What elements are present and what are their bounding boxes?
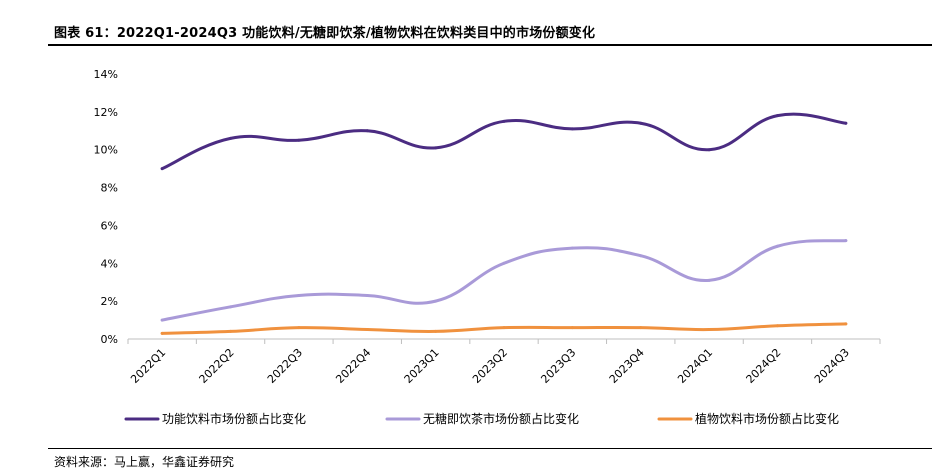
- data-point: [570, 326, 574, 330]
- y-axis-tick-label: 14%: [94, 68, 118, 81]
- x-axis-tick-label: 2022Q1: [128, 346, 168, 386]
- data-point: [160, 331, 164, 335]
- data-point: [297, 293, 301, 297]
- data-point: [229, 329, 233, 333]
- x-axis-tick-label: 2024Q3: [812, 346, 852, 386]
- title-divider: [48, 44, 932, 46]
- data-point: [434, 329, 438, 333]
- x-axis-tick-label: 2024Q2: [744, 346, 784, 386]
- y-axis-tick-label: 0%: [101, 333, 118, 346]
- y-axis-tick-label: 8%: [101, 182, 118, 195]
- y-axis-tick-label: 12%: [94, 106, 118, 119]
- data-point: [434, 299, 438, 303]
- x-axis-tick-label: 2023Q3: [538, 346, 578, 386]
- legend-label: 植物饮料市场份额占比变化: [695, 411, 839, 426]
- y-axis-tick-label: 10%: [94, 144, 118, 157]
- data-point: [844, 121, 848, 125]
- data-point: [639, 121, 643, 125]
- data-point: [844, 239, 848, 243]
- data-point: [775, 324, 779, 328]
- x-axis-tick-label: 2023Q4: [607, 346, 647, 386]
- data-point: [297, 138, 301, 142]
- legend-label: 功能饮料市场份额占比变化: [162, 411, 306, 426]
- data-point: [639, 254, 643, 258]
- data-point: [365, 328, 369, 332]
- data-point: [160, 167, 164, 171]
- x-axis-tick-label: 2023Q2: [470, 346, 510, 386]
- data-point: [775, 114, 779, 118]
- x-axis-tick-label: 2023Q1: [402, 346, 442, 386]
- y-axis-tick-label: 2%: [101, 295, 118, 308]
- data-point: [707, 278, 711, 282]
- x-axis-tick-label: 2022Q3: [265, 346, 305, 386]
- x-axis-tick-label: 2024Q1: [675, 346, 715, 386]
- data-point: [570, 246, 574, 250]
- source-note: 资料来源：马上赢，华鑫证券研究: [54, 455, 235, 469]
- y-axis-tick-label: 6%: [101, 219, 118, 232]
- data-point: [502, 119, 506, 123]
- data-point: [297, 326, 301, 330]
- series-line-2: [160, 239, 848, 322]
- footer-divider: [48, 448, 932, 449]
- data-point: [707, 148, 711, 152]
- legend-label: 无糖即饮茶市场份额占比变化: [423, 411, 579, 426]
- data-point: [229, 136, 233, 140]
- data-point: [775, 244, 779, 248]
- data-point: [844, 322, 848, 326]
- data-point: [160, 318, 164, 322]
- x-axis-tick-label: 2022Q4: [333, 346, 373, 386]
- data-point: [570, 127, 574, 131]
- data-point: [502, 326, 506, 330]
- data-point: [365, 293, 369, 297]
- data-point: [502, 261, 506, 265]
- chart-title: 图表 61：2022Q1-2024Q3 功能饮料/无糖即饮茶/植物饮料在饮料类目…: [54, 26, 596, 41]
- data-point: [365, 129, 369, 133]
- x-axis-tick-label: 2022Q2: [197, 346, 237, 386]
- data-point: [639, 326, 643, 330]
- data-point: [229, 305, 233, 309]
- data-point: [707, 328, 711, 332]
- data-point: [434, 146, 438, 150]
- y-axis-tick-label: 4%: [101, 257, 118, 270]
